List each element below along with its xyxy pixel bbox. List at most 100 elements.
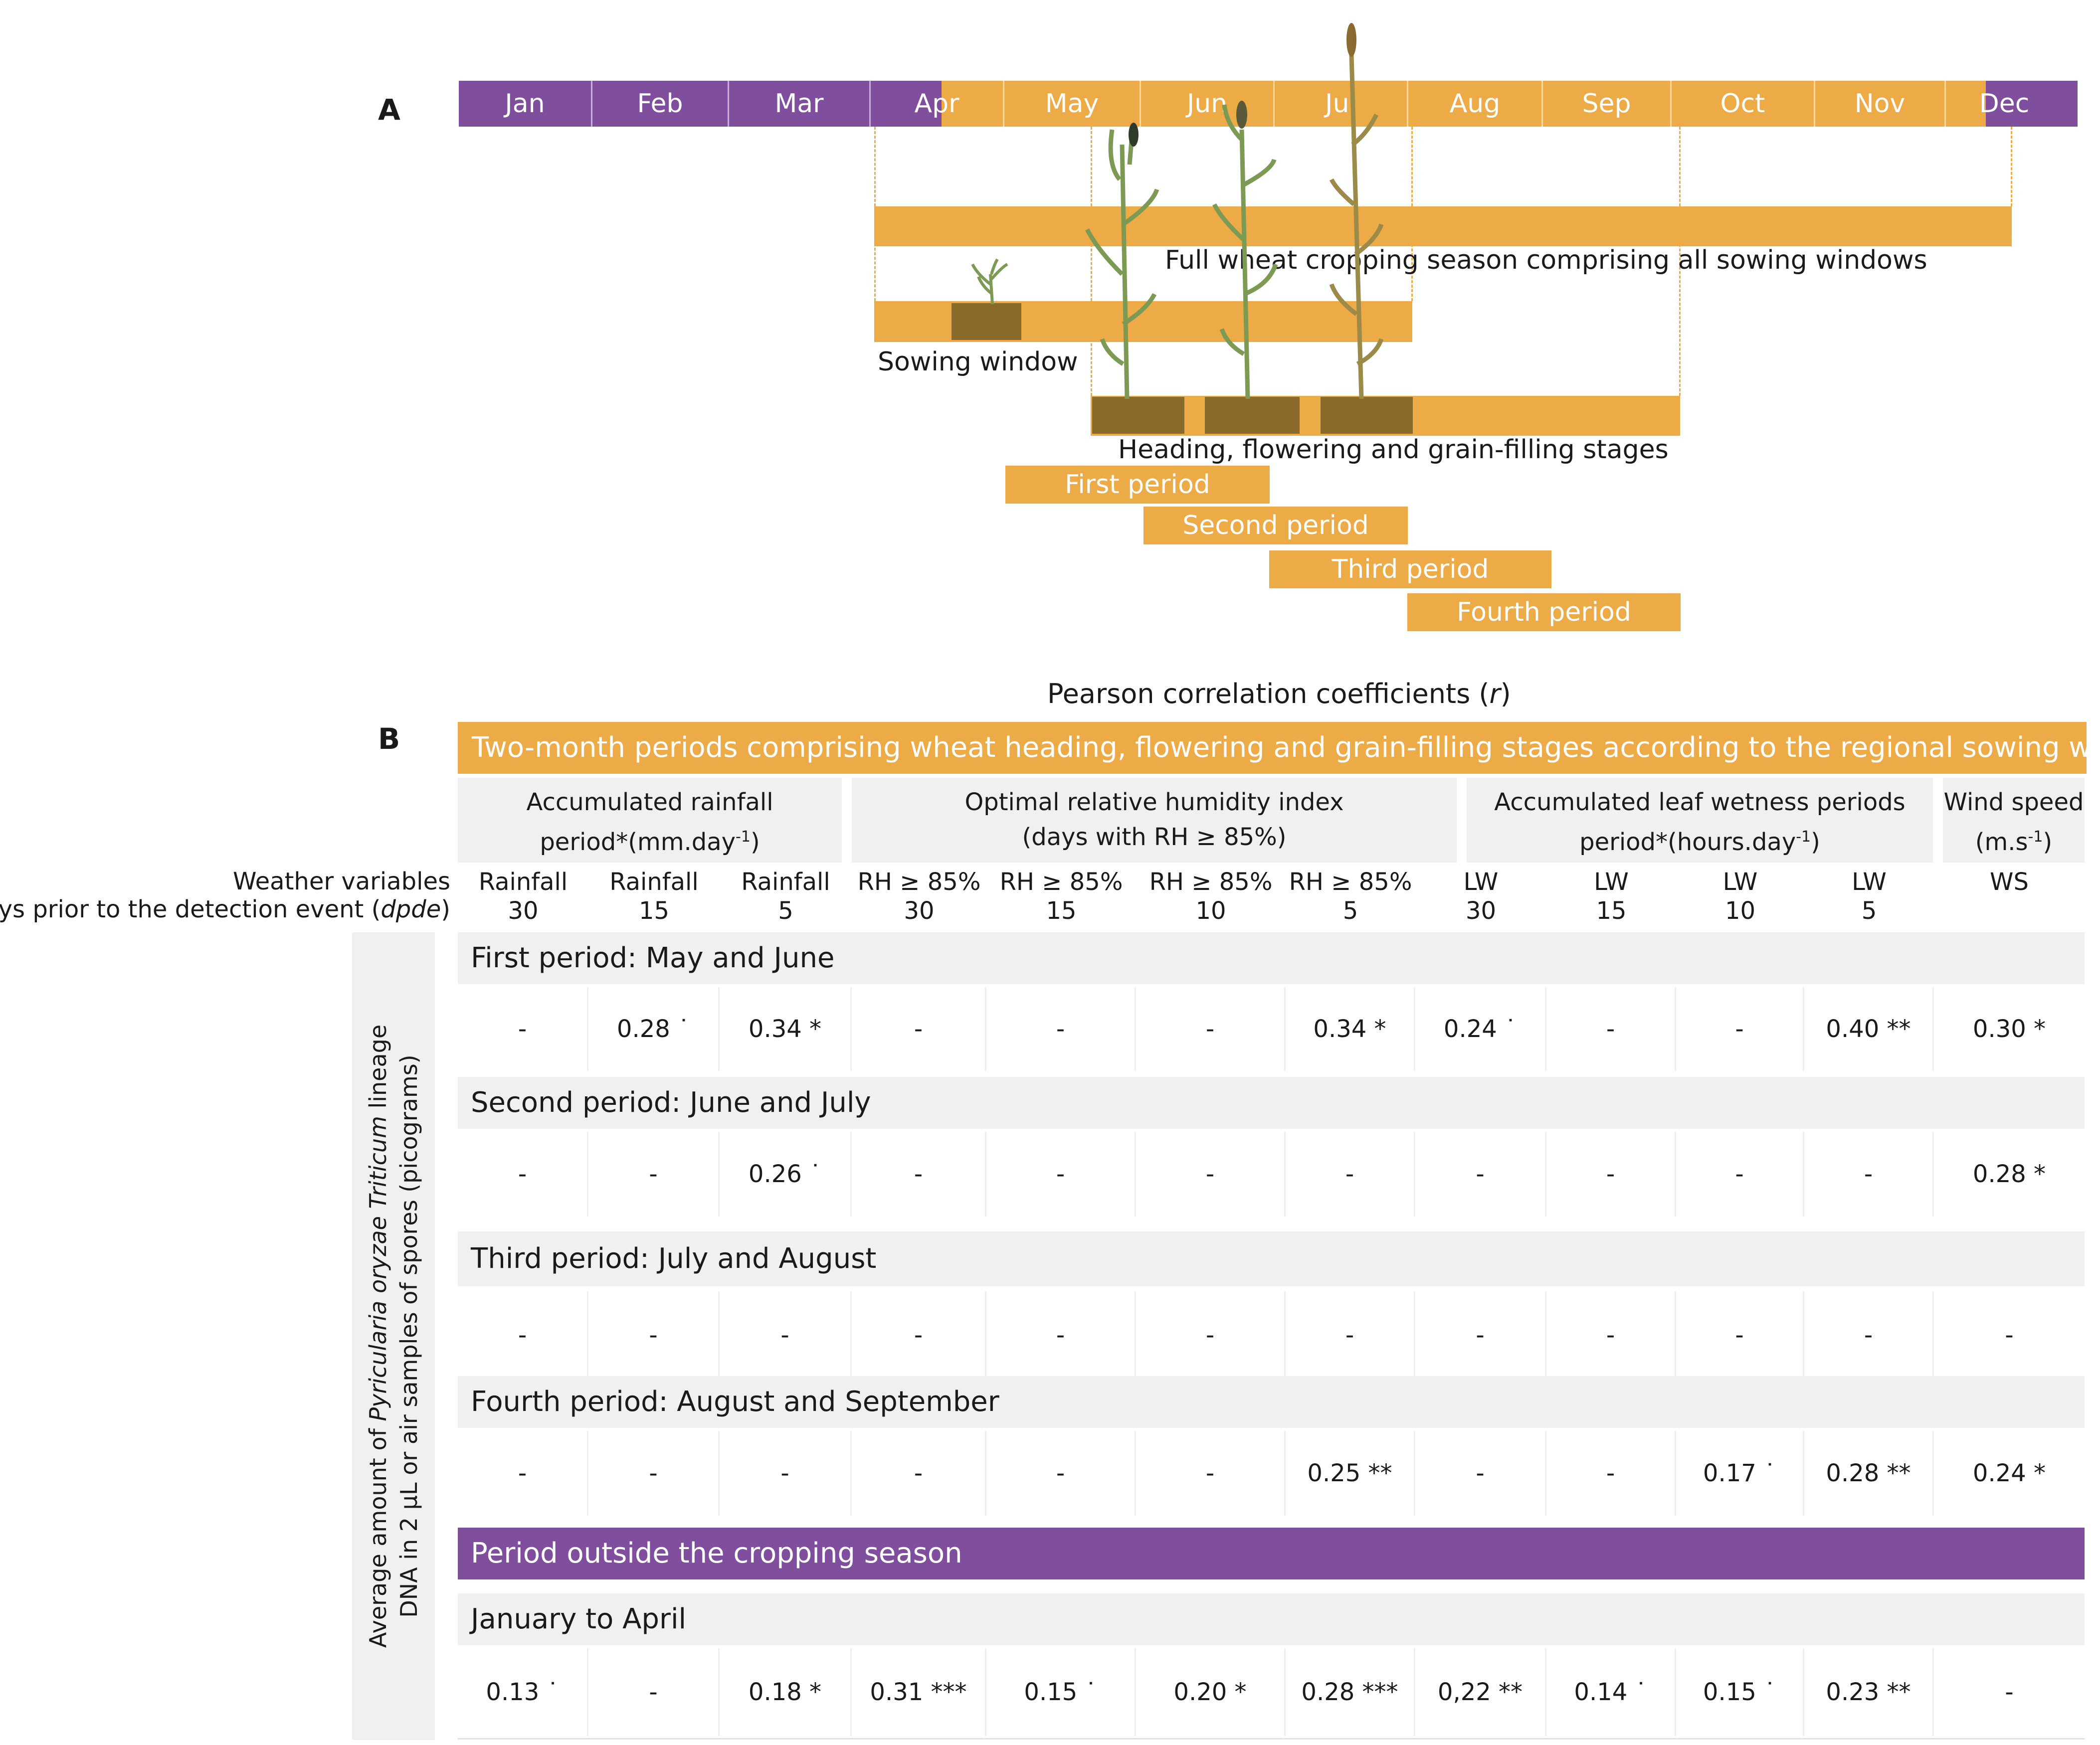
sowing-window-label: Sowing window	[878, 347, 1078, 377]
month-feb: Feb	[592, 81, 729, 127]
correlation-cell: 0.30 *	[1972, 1015, 2046, 1043]
section-third-period: Third period: July and August	[458, 1231, 2085, 1286]
column-var: LW	[1463, 868, 1499, 896]
days-prior-label: Days prior to the detection event (dpde)	[0, 895, 450, 923]
correlation-cell: 0.28 ˙	[588, 987, 720, 1071]
values-january-april: 0.13 ˙ -0.18 * 0.31 *** 0.15 ˙ 0.20 * 0.28 **…	[458, 1648, 2085, 1736]
correlation-cell: 0.20 *	[1136, 1648, 1286, 1736]
correlation-title: Pearson correlation coefficients (r)	[1047, 678, 1511, 709]
correlation-cell: 0.28 ***	[1286, 1648, 1415, 1736]
heading-stage-label: Heading, flowering and grain-filling sta…	[1118, 435, 1669, 465]
correlation-cell: 0.24 ˙	[1415, 987, 1546, 1071]
column-var: RH ≥ 85%	[999, 868, 1123, 896]
correlation-cell: -	[720, 1431, 852, 1516]
column-header-0: Rainfall 30	[458, 868, 588, 925]
correlation-cell: -	[986, 1132, 1136, 1217]
column-var: Rainfall	[478, 868, 568, 896]
correlation-cell: -	[852, 1132, 986, 1217]
group-leaf-wetness-end: )	[1811, 828, 1820, 856]
wheat-plant-1-icon	[1085, 129, 1159, 399]
correlation-cell: -	[720, 1291, 852, 1379]
correlation-cell: 0.17 ˙	[1676, 1431, 1804, 1516]
days-prior-end: )	[441, 895, 450, 923]
column-var: Rainfall	[609, 868, 699, 896]
fourth-period-bar: Fourth period	[1407, 593, 1681, 631]
month-jun: Jun	[1141, 81, 1275, 127]
correlation-cell: -	[1546, 1132, 1676, 1217]
correlation-cell: -	[2005, 1678, 2014, 1706]
correlation-cell: -	[1676, 1291, 1804, 1379]
weather-variables-label: Weather variables	[232, 868, 450, 895]
column-header-7: LW 30	[1415, 868, 1546, 925]
month-sep: Sep	[1543, 81, 1672, 127]
y-axis-species: Pyricularia oryzae Triticum	[365, 1116, 391, 1421]
column-days: 5	[1342, 897, 1358, 925]
column-var: Rainfall	[741, 868, 830, 896]
full-season-label: Full wheat cropping season comprising al…	[1165, 245, 1927, 275]
section-first-period: First period: May and June	[458, 932, 2085, 984]
wheat-head-2-icon	[1236, 101, 1247, 129]
correlation-cell: 0.13 ˙	[458, 1648, 588, 1736]
correlation-cell: -	[852, 1291, 986, 1379]
group-leaf-wetness-sup: -1	[1796, 828, 1811, 846]
column-header-2: Rainfall 5	[720, 868, 852, 925]
correlation-cell: 0.40 **	[1804, 987, 1934, 1071]
column-var: RH ≥ 85%	[857, 868, 981, 896]
correlation-cell: 0.25 **	[1286, 1431, 1415, 1516]
sowing-soil-patch	[952, 303, 1021, 340]
month-jan: Jan	[459, 81, 592, 127]
second-period-bar: Second period	[1144, 507, 1408, 544]
column-days: 30	[1465, 897, 1497, 925]
group-leaf-wetness-line1: Accumulated leaf wetness periods	[1494, 788, 1906, 816]
wheat-plant-2-icon	[1212, 104, 1278, 399]
group-humidity: Optimal relative humidity index (days wi…	[852, 778, 1457, 863]
column-header-11: WS	[1934, 868, 2085, 896]
correlation-cell: 0.15 ˙	[1676, 1648, 1804, 1736]
month-dec: Dec	[1979, 89, 2030, 119]
panel-b-letter: B	[378, 722, 400, 756]
full-season-bar	[874, 206, 2012, 246]
column-header-9: LW 10	[1676, 868, 1804, 925]
correlation-cell: -	[458, 1291, 588, 1379]
month-mar: Mar	[729, 81, 871, 127]
month-apr: Apr	[871, 81, 1004, 127]
month-may: May	[1004, 81, 1141, 127]
group-wind-speed-line1: Wind speed	[1943, 788, 2084, 816]
heading-soil-patch-3	[1321, 397, 1413, 434]
group-leaf-wetness-line2: period*(hours.day-1)	[1467, 820, 1933, 860]
column-days: 5	[778, 897, 793, 925]
y-axis-label-line2: DNA in 2 μL or air samples of spores (pi…	[395, 1054, 422, 1618]
correlation-cell: -	[986, 987, 1136, 1071]
timeline-cropping-season	[942, 81, 1986, 127]
section-january-april: January to April	[458, 1593, 2085, 1645]
correlation-cell: 0.28 *	[1972, 1160, 2046, 1188]
column-var: LW	[1722, 868, 1758, 896]
group-rainfall: Accumulated rainfall period*(mm.day-1)	[458, 778, 842, 863]
wheat-plant-3-icon	[1329, 54, 1384, 399]
correlation-cell: 0,22 **	[1415, 1648, 1546, 1736]
column-days: 30	[508, 897, 539, 925]
group-wind-speed-line2: (m.s-1)	[1943, 820, 2085, 860]
correlation-cell: -	[1546, 987, 1676, 1071]
correlation-cell: -	[1136, 1132, 1286, 1217]
correlation-cell: -	[986, 1431, 1136, 1516]
column-header-10: LW 5	[1804, 868, 1934, 925]
column-header-1: Rainfall 15	[588, 868, 720, 925]
correlation-cell: -	[1286, 1132, 1415, 1217]
correlation-cell: -	[1136, 987, 1286, 1071]
first-period-bar: First period	[1005, 466, 1270, 504]
column-days: 5	[1861, 897, 1877, 925]
correlation-cell: -	[458, 1132, 588, 1217]
group-rainfall-line1: Accumulated rainfall	[526, 788, 773, 816]
two-month-periods-header: Two-month periods comprising wheat headi…	[458, 722, 2087, 774]
correlation-cell: 0.34 *	[720, 987, 852, 1071]
group-wind-speed-unit: (m.s	[1975, 828, 2028, 856]
outside-season-header: Period outside the cropping season	[458, 1528, 2085, 1579]
correlation-cell: -	[852, 1431, 986, 1516]
correlation-cell: -	[1676, 1132, 1804, 1217]
month-timeline: Jan Feb Mar Apr May Jun Jul Aug Sep Oct Nov Dec	[459, 81, 2078, 127]
column-header-6: RH ≥ 85% 5	[1286, 868, 1415, 925]
correlation-cell: 0.24 *	[1972, 1459, 2046, 1487]
group-rainfall-end: )	[750, 828, 760, 856]
correlation-cell: -	[458, 1431, 588, 1516]
